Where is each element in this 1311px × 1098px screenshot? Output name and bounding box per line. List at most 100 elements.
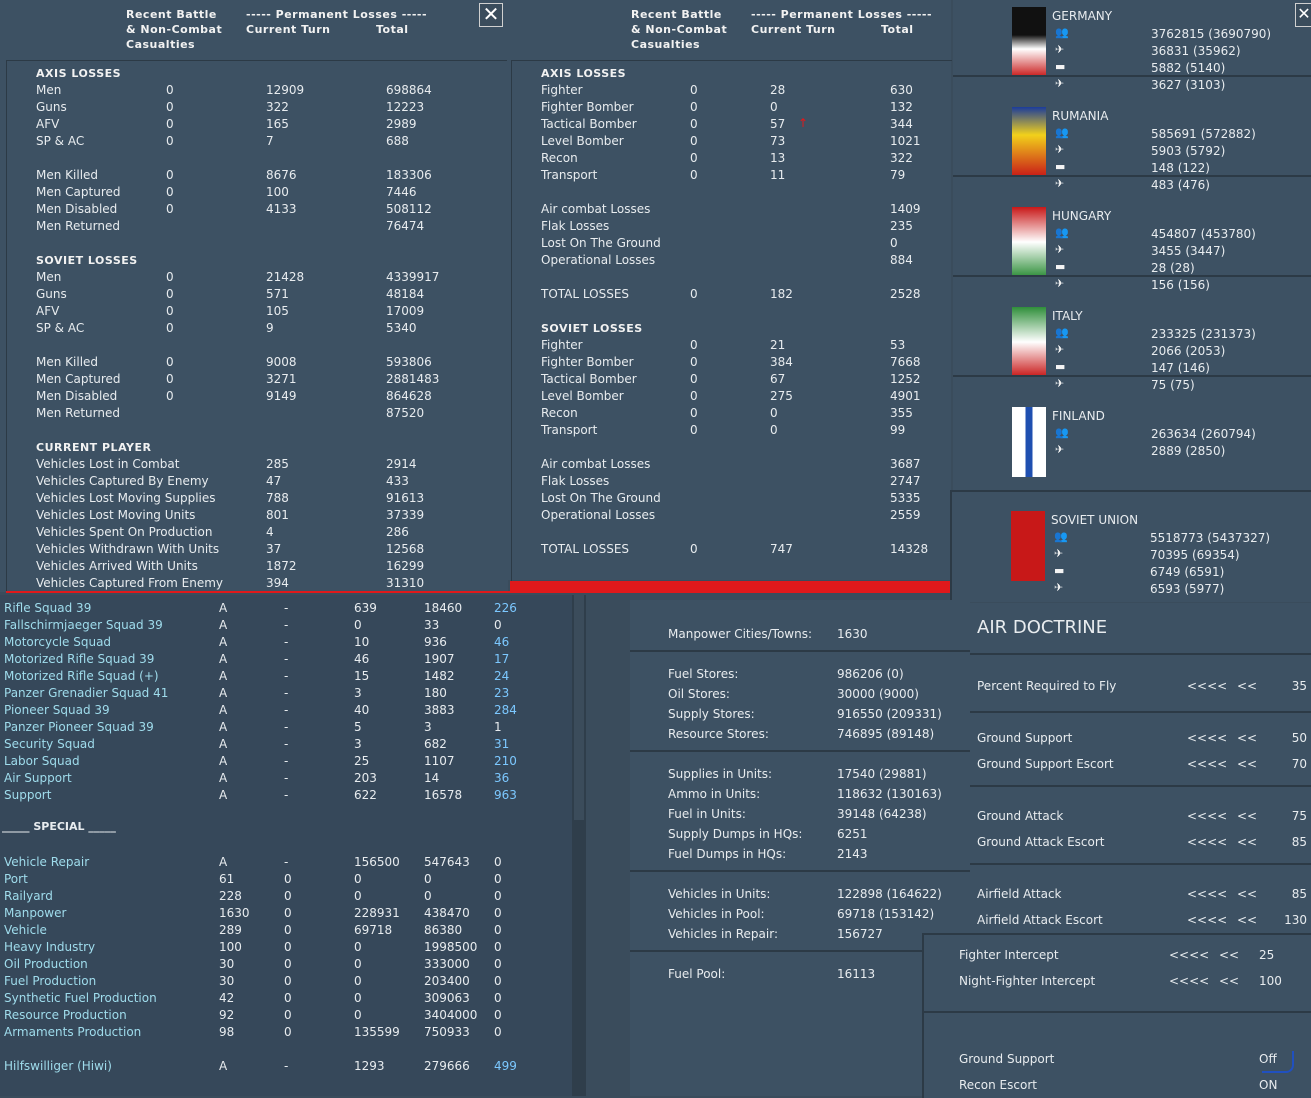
decrease-big-button[interactable]: <<<< [1187,809,1228,823]
air-loss-label: Transport [541,168,598,182]
decrease-big-button[interactable]: <<<< [1187,887,1228,901]
logistics-label: Fuel Stores: [668,667,739,681]
logistics-row: Supplies in Units: 17540 (29881) [668,764,968,784]
production-name: Air Support [4,771,72,785]
decrease-big-button[interactable]: <<<< [1187,731,1228,745]
production-row[interactable]: Armaments Production 98 0 135599 750933 0 [0,1024,570,1041]
flag-icon [1012,307,1046,377]
current-player-title: CURRENT PLAYER [36,441,152,454]
men-icon: 👥 [1055,426,1069,439]
production-name: Resource Production [4,1008,127,1022]
decrease-small-button[interactable]: << [1237,913,1258,927]
air-loss-recent: 0 [690,151,698,165]
air-summary-label: Air combat Losses [541,457,651,471]
production-row[interactable]: Vehicle Repair A - 156500 547643 0 [0,854,570,871]
air-loss-turn: 0 [770,406,778,420]
production-row[interactable]: Vehicle 289 0 69718 86380 0 [0,922,570,939]
hiwi-e: 499 [494,1059,517,1073]
header-current-turn: Current Turn [246,23,331,36]
production-c: 0 [354,889,362,903]
nation-stat: 147 (146) [1151,361,1210,375]
production-row[interactable]: Motorized Rifle Squad 39 A - 46 1907 17 [0,651,570,668]
air-summary-row: Operational Losses 884 [508,252,948,269]
scrollbar-thumb[interactable] [574,595,584,820]
production-d: 936 [424,635,447,649]
nations-close-icon[interactable]: ✕ [1295,3,1311,27]
nation-separator [953,175,1311,177]
decrease-small-button[interactable]: << [1237,731,1258,745]
decrease-big-button[interactable]: <<<< [1169,974,1210,988]
decrease-small-button[interactable]: << [1237,887,1258,901]
loss-row: Guns 0 322 12223 [0,99,500,116]
production-row[interactable]: Oil Production 30 0 0 333000 0 [0,956,570,973]
production-row[interactable]: Air Support A - 203 14 36 [0,770,570,787]
production-c: 0 [354,974,362,988]
production-d: 682 [424,737,447,751]
air-loss-total: 132 [890,100,913,114]
loss-turn: 12909 [266,83,305,97]
decrease-small-button[interactable]: << [1237,757,1258,771]
decrease-small-button[interactable]: << [1237,679,1258,693]
production-row[interactable]: Security Squad A - 3 682 31 [0,736,570,753]
loss-label: Men [36,83,62,97]
hiwi-row[interactable]: Hilfswilliger (Hiwi) A - 1293 279666 499 [0,1058,570,1075]
air-summary-total: 3687 [890,457,921,471]
air-loss-turn: 275 [770,389,793,403]
production-row[interactable]: Manpower 1630 0 228931 438470 0 [0,905,570,922]
production-row[interactable]: Motorized Rifle Squad (+) A - 15 1482 24 [0,668,570,685]
production-name: Fallschirmjaeger Squad 39 [4,618,163,632]
decrease-small-button[interactable]: << [1237,835,1258,849]
air-loss-turn: 57 [770,117,786,131]
production-b: 0 [284,974,292,988]
production-c: 156500 [354,855,400,869]
loss-total: 76474 [386,219,425,233]
production-row[interactable]: Motorcycle Squad A - 10 936 46 [0,634,570,651]
production-row[interactable]: Fallschirmjaeger Squad 39 A - 0 33 0 [0,617,570,634]
doctrine-separator [970,785,1311,787]
scrollbar[interactable] [572,595,586,1096]
air-loss-row: Recon 0 13 322 [508,150,948,167]
air-loss-turn: 21 [770,338,786,352]
loss-turn: 21428 [266,270,305,284]
loss-row: Vehicles Lost in Combat 285 2914 [0,456,500,473]
toggle-switch[interactable]: ON [1259,1078,1278,1092]
production-row[interactable]: Rifle Squad 39 A - 639 18460 226 [0,600,570,617]
production-row[interactable]: Port 61 0 0 0 0 [0,871,570,888]
production-b: - [284,669,289,683]
logistics-row: Vehicles in Pool: 69718 (153142) [668,904,968,924]
nation-name: GERMANY [1052,9,1113,23]
decrease-big-button[interactable]: <<<< [1187,913,1228,927]
blue-pen-mark [1262,1051,1294,1073]
production-row[interactable]: Panzer Grenadier Squad 41 A - 3 180 23 [0,685,570,702]
production-row[interactable]: Heavy Industry 100 0 0 1998500 0 [0,939,570,956]
tank-icon: ▬ [1055,360,1066,373]
production-row[interactable]: Synthetic Fuel Production 42 0 0 309063 0 [0,990,570,1007]
decrease-big-button[interactable]: <<<< [1169,948,1210,962]
production-row[interactable]: Labor Squad A - 25 1107 210 [0,753,570,770]
fighter-plane-icon: ✈ [1055,243,1065,256]
production-name: Labor Squad [4,754,80,768]
toggle-row: Ground Support Off [959,1049,1279,1069]
production-row[interactable]: Resource Production 92 0 0 3404000 0 [0,1007,570,1024]
loss-total: 698864 [386,83,432,97]
loss-recent: 0 [166,270,174,284]
decrease-big-button[interactable]: <<<< [1187,679,1228,693]
air-header-recent-3: Casualties [631,38,701,51]
production-row[interactable]: Pioneer Squad 39 A - 40 3883 284 [0,702,570,719]
decrease-big-button[interactable]: <<<< [1187,757,1228,771]
production-row[interactable]: Panzer Pioneer Squad 39 A - 5 3 1 [0,719,570,736]
air-loss-label: Fighter Bomber [541,100,634,114]
production-row[interactable]: Fuel Production 30 0 0 203400 0 [0,973,570,990]
production-a: A [219,720,228,734]
decrease-small-button[interactable]: << [1237,809,1258,823]
production-row[interactable]: Support A - 622 16578 963 [0,787,570,804]
loss-total: 286 [386,525,409,539]
decrease-small-button[interactable]: << [1219,974,1240,988]
production-row[interactable]: Railyard 228 0 0 0 0 [0,888,570,905]
logistics-separator [630,950,970,952]
fighter-plane-icon: ✈ [1055,343,1065,356]
close-icon[interactable]: ✕ [479,3,503,27]
decrease-small-button[interactable]: << [1219,948,1240,962]
decrease-big-button[interactable]: <<<< [1187,835,1228,849]
loss-row: Men 0 21428 4339917 [0,269,500,286]
